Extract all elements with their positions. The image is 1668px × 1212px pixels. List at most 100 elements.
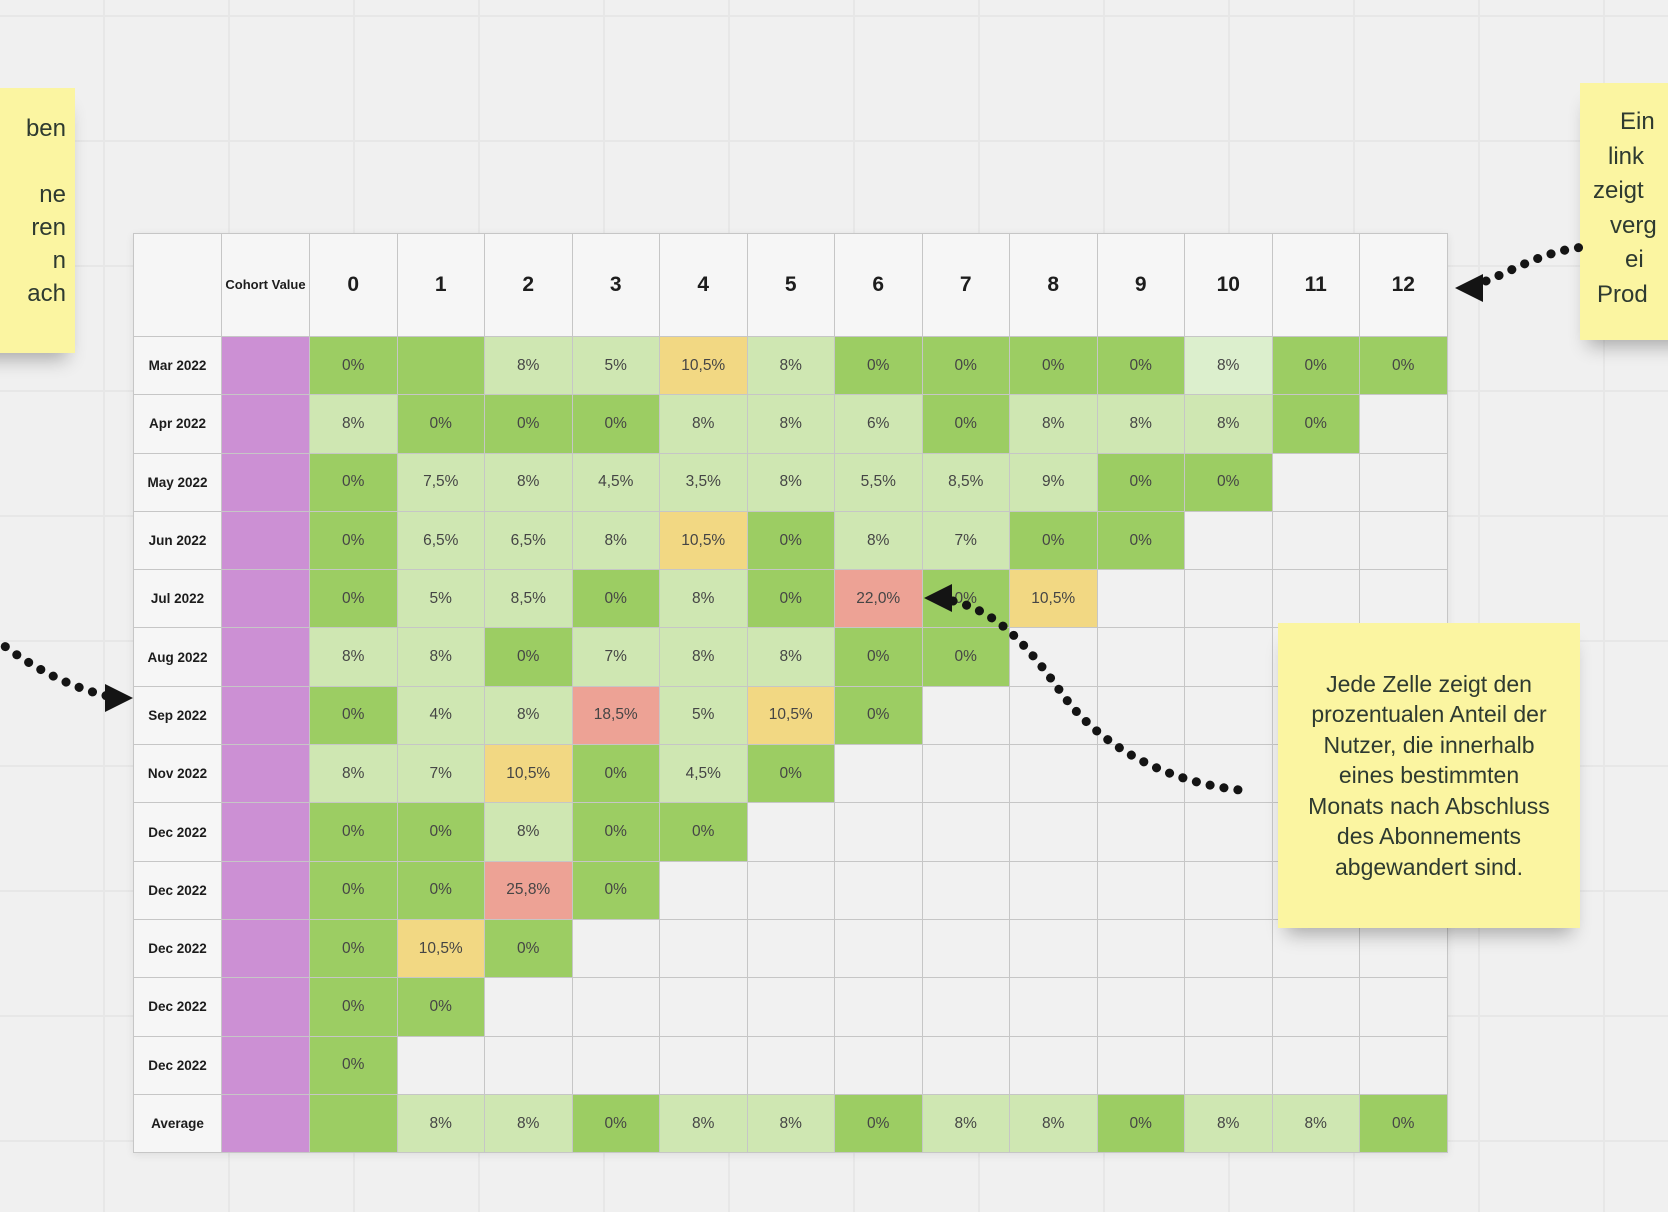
cohort-cell[interactable]: [396, 335, 485, 396]
cohort-cell[interactable]: 6,5%: [484, 510, 573, 571]
cohort-value-cell[interactable]: [221, 510, 310, 571]
empty-cell[interactable]: [1009, 1035, 1098, 1095]
empty-cell[interactable]: [659, 918, 748, 979]
cohort-cell[interactable]: 0%: [921, 627, 1010, 687]
cohort-cell[interactable]: 0%: [1271, 335, 1360, 396]
cohort-value-cell[interactable]: [221, 452, 310, 512]
cohort-cell[interactable]: 8%: [746, 335, 835, 396]
cohort-cell[interactable]: 7%: [571, 627, 660, 687]
cohort-cell[interactable]: 0%: [571, 802, 660, 862]
cohort-cell[interactable]: 0%: [834, 685, 923, 746]
empty-cell[interactable]: [1184, 685, 1273, 746]
cohort-cell[interactable]: 8%: [1184, 1093, 1273, 1154]
empty-cell[interactable]: [921, 977, 1010, 1037]
cohort-cell[interactable]: 22,0%: [834, 569, 923, 629]
cohort-cell[interactable]: 7,5%: [396, 452, 485, 512]
empty-cell[interactable]: [746, 918, 835, 979]
cohort-cell[interactable]: 0%: [921, 569, 1010, 629]
empty-cell[interactable]: [571, 1035, 660, 1095]
cohort-cell[interactable]: 7%: [396, 744, 485, 804]
empty-cell[interactable]: [1009, 918, 1098, 979]
cohort-cell[interactable]: 8%: [484, 1093, 573, 1154]
empty-cell[interactable]: [834, 977, 923, 1037]
cohort-cell[interactable]: [309, 1093, 398, 1154]
row-label[interactable]: Dec 2022: [133, 977, 222, 1037]
empty-cell[interactable]: [746, 802, 835, 862]
column-header-2[interactable]: 2: [484, 233, 573, 337]
empty-cell[interactable]: [1359, 1035, 1448, 1095]
cohort-cell[interactable]: 0%: [396, 394, 485, 454]
empty-cell[interactable]: [921, 860, 1010, 920]
empty-cell[interactable]: [921, 802, 1010, 862]
empty-cell[interactable]: [921, 744, 1010, 804]
empty-cell[interactable]: [1359, 394, 1448, 454]
row-label[interactable]: Dec 2022: [133, 1035, 222, 1095]
column-header-4[interactable]: 4: [659, 233, 748, 337]
cohort-value-header[interactable]: Cohort Value: [221, 233, 310, 337]
empty-cell[interactable]: [1009, 977, 1098, 1037]
empty-cell[interactable]: [834, 860, 923, 920]
cohort-cell[interactable]: 8%: [921, 1093, 1010, 1154]
cohort-cell[interactable]: 8%: [1009, 394, 1098, 454]
cohort-cell[interactable]: 10,5%: [396, 918, 485, 979]
empty-cell[interactable]: [1271, 977, 1360, 1037]
cohort-value-cell[interactable]: [221, 918, 310, 979]
empty-cell[interactable]: [484, 977, 573, 1037]
empty-cell[interactable]: [1271, 569, 1360, 629]
empty-cell[interactable]: [921, 685, 1010, 746]
table-corner-cell[interactable]: [133, 233, 222, 337]
cohort-value-cell[interactable]: [221, 394, 310, 454]
cohort-cell[interactable]: 0%: [309, 918, 398, 979]
empty-cell[interactable]: [834, 1035, 923, 1095]
column-header-3[interactable]: 3: [571, 233, 660, 337]
empty-cell[interactable]: [1096, 627, 1185, 687]
column-header-12[interactable]: 12: [1359, 233, 1448, 337]
row-label[interactable]: Aug 2022: [133, 627, 222, 687]
cohort-cell[interactable]: 8%: [1009, 1093, 1098, 1154]
cohort-cell[interactable]: 0%: [571, 394, 660, 454]
empty-cell[interactable]: [1359, 569, 1448, 629]
empty-cell[interactable]: [1271, 452, 1360, 512]
empty-cell[interactable]: [1184, 744, 1273, 804]
cohort-cell[interactable]: 0%: [309, 452, 398, 512]
empty-cell[interactable]: [659, 1035, 748, 1095]
cohort-cell[interactable]: 8%: [484, 452, 573, 512]
cohort-cell[interactable]: 8%: [1184, 335, 1273, 396]
cohort-cell[interactable]: 8%: [746, 1093, 835, 1154]
cohort-cell[interactable]: 10,5%: [1009, 569, 1098, 629]
column-header-11[interactable]: 11: [1271, 233, 1360, 337]
cohort-cell[interactable]: 8%: [1271, 1093, 1360, 1154]
cohort-cell[interactable]: 0%: [309, 977, 398, 1037]
cohort-cell[interactable]: 0%: [309, 335, 398, 396]
empty-cell[interactable]: [1184, 918, 1273, 979]
cohort-cell[interactable]: 0%: [396, 977, 485, 1037]
cohort-cell[interactable]: 5%: [571, 335, 660, 396]
cohort-cell[interactable]: 8%: [309, 627, 398, 687]
cohort-cell[interactable]: 0%: [1096, 335, 1185, 396]
column-header-9[interactable]: 9: [1096, 233, 1185, 337]
cohort-cell[interactable]: 8%: [834, 510, 923, 571]
cohort-cell[interactable]: 4%: [396, 685, 485, 746]
cohort-cell[interactable]: 8%: [746, 394, 835, 454]
cohort-value-cell[interactable]: [221, 802, 310, 862]
empty-cell[interactable]: [1184, 510, 1273, 571]
cohort-cell[interactable]: 0%: [309, 1035, 398, 1095]
empty-cell[interactable]: [1096, 802, 1185, 862]
cohort-cell[interactable]: 0%: [309, 685, 398, 746]
cohort-cell[interactable]: 10,5%: [659, 335, 748, 396]
empty-cell[interactable]: [921, 1035, 1010, 1095]
row-label[interactable]: Jul 2022: [133, 569, 222, 629]
empty-cell[interactable]: [746, 1035, 835, 1095]
column-header-5[interactable]: 5: [746, 233, 835, 337]
cohort-cell[interactable]: 0%: [746, 510, 835, 571]
row-label[interactable]: Sep 2022: [133, 685, 222, 746]
cohort-cell[interactable]: 0%: [834, 627, 923, 687]
cohort-cell[interactable]: 8%: [1096, 394, 1185, 454]
cohort-cell[interactable]: 8%: [484, 802, 573, 862]
cohort-cell[interactable]: 8%: [484, 335, 573, 396]
cohort-cell[interactable]: 0%: [1271, 394, 1360, 454]
empty-cell[interactable]: [1184, 627, 1273, 687]
cohort-cell[interactable]: 25,8%: [484, 860, 573, 920]
column-header-6[interactable]: 6: [834, 233, 923, 337]
